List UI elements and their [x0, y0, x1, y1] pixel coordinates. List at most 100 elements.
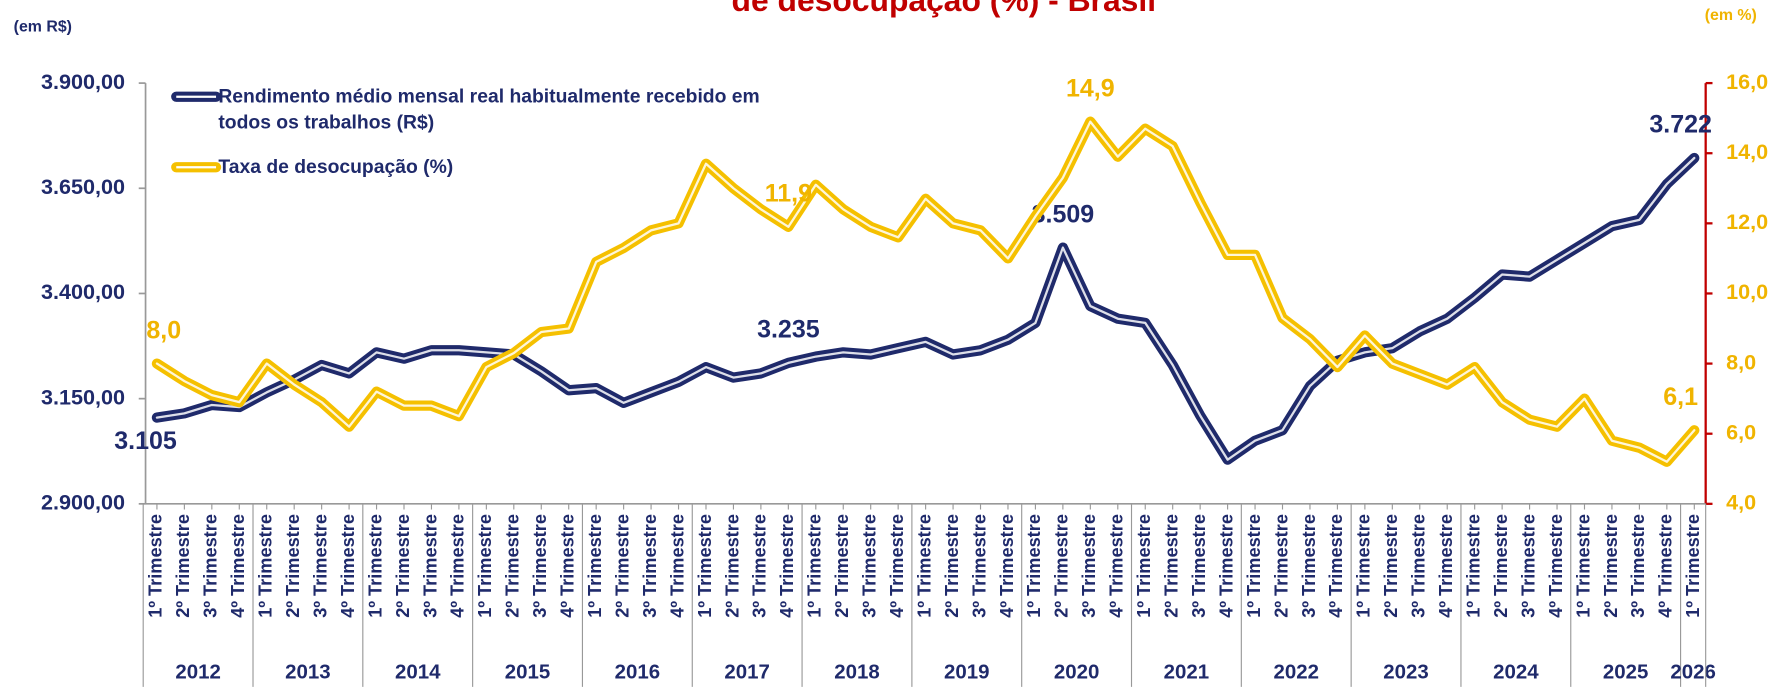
x-tick-label: 2º Trimestre — [1052, 514, 1072, 618]
x-tick-label: 1º Trimestre — [1683, 514, 1703, 618]
x-tick-label: 3º Trimestre — [1189, 514, 1209, 618]
x-tick-label: 2º Trimestre — [503, 514, 523, 618]
y2-tick-label: 4,0 — [1726, 490, 1756, 515]
group-label: 2025 — [1603, 661, 1649, 684]
x-tick-label: 3º Trimestre — [1409, 514, 1429, 618]
group-label: 2017 — [724, 661, 770, 684]
x-tick-label: 2º Trimestre — [173, 514, 193, 618]
x-tick-label: 2º Trimestre — [1381, 514, 1401, 618]
group-label: 2013 — [285, 661, 331, 684]
legend-entry: Rendimento médio mensal real habitualmen… — [218, 85, 760, 134]
y2-tick-label: 12,0 — [1726, 209, 1768, 234]
x-tick-label: 4º Trimestre — [667, 514, 687, 618]
chart-title: de desocupação (%) - Brasil — [732, 0, 1157, 18]
data-label: 3.105 — [114, 427, 177, 455]
group-label: 2016 — [615, 661, 661, 684]
y2-tick-label: 16,0 — [1726, 69, 1768, 94]
x-tick-label: 3º Trimestre — [310, 514, 330, 618]
legend-label: Rendimento médio mensal real habitualmen… — [218, 85, 760, 134]
legend-entry: Taxa de desocupação (%) — [218, 155, 454, 178]
x-tick-label: 1º Trimestre — [1134, 514, 1154, 618]
x-tick-label: 2º Trimestre — [942, 514, 962, 618]
y-tick-label: 3.400,00 — [41, 279, 125, 304]
x-tick-label: 3º Trimestre — [420, 514, 440, 618]
data-label: 3.722 — [1649, 111, 1712, 139]
series-line-highlight — [155, 156, 1696, 461]
x-tick-label: 1º Trimestre — [1024, 514, 1044, 618]
series-line-highlight — [155, 120, 1696, 463]
x-tick-label: 3º Trimestre — [1299, 514, 1319, 618]
x-tick-label: 1º Trimestre — [475, 514, 495, 618]
x-tick-label: 3º Trimestre — [640, 514, 660, 618]
x-tick-label: 4º Trimestre — [997, 514, 1017, 618]
group-label: 2026 — [1670, 661, 1716, 684]
group-label: 2018 — [834, 661, 880, 684]
group-label: 2014 — [395, 661, 441, 684]
x-tick-label: 3º Trimestre — [201, 514, 221, 618]
y2-tick-label: 6,0 — [1726, 419, 1756, 444]
data-label: 11,9 — [765, 180, 812, 208]
x-tick-label: 3º Trimestre — [750, 514, 770, 618]
y-tick-label: 3.150,00 — [41, 384, 125, 409]
x-tick-label: 1º Trimestre — [256, 514, 276, 618]
x-tick-label: 4º Trimestre — [448, 514, 468, 618]
x-tick-label: 3º Trimestre — [1518, 514, 1538, 618]
legend-label: Taxa de desocupação (%) — [218, 155, 454, 178]
x-tick-label: 3º Trimestre — [969, 514, 989, 618]
x-tick-label: 3º Trimestre — [1079, 514, 1099, 618]
x-tick-label: 2º Trimestre — [832, 514, 852, 618]
data-label: 6,1 — [1663, 383, 1698, 411]
y-tick-label: 3.650,00 — [41, 174, 125, 199]
group-label: 2024 — [1493, 661, 1539, 684]
x-tick-label: 1º Trimestre — [1573, 514, 1593, 618]
x-tick-label: 4º Trimestre — [1216, 514, 1236, 618]
x-tick-label: 4º Trimestre — [887, 514, 907, 618]
x-tick-label: 4º Trimestre — [777, 514, 797, 618]
x-tick-label: 4º Trimestre — [1326, 514, 1346, 618]
data-label: 3.235 — [757, 316, 820, 344]
data-label: 8,0 — [146, 316, 181, 344]
x-tick-label: 4º Trimestre — [228, 514, 248, 618]
x-tick-label: 2º Trimestre — [1601, 514, 1621, 618]
x-tick-label: 2º Trimestre — [612, 514, 632, 618]
x-tick-label: 2º Trimestre — [393, 514, 413, 618]
x-tick-label: 1º Trimestre — [146, 514, 166, 618]
x-tick-label: 3º Trimestre — [1628, 514, 1648, 618]
x-tick-label: 4º Trimestre — [1656, 514, 1676, 618]
x-tick-label: 2º Trimestre — [283, 514, 303, 618]
y-axis-label: (em R$) — [14, 19, 72, 36]
x-tick-label: 2º Trimestre — [1491, 514, 1511, 618]
x-tick-label: 4º Trimestre — [1436, 514, 1456, 618]
group-label: 2021 — [1164, 661, 1210, 684]
x-tick-label: 1º Trimestre — [1354, 514, 1374, 618]
x-tick-label: 1º Trimestre — [1244, 514, 1264, 618]
data-label: 14,9 — [1066, 74, 1115, 102]
x-tick-label: 1º Trimestre — [695, 514, 715, 618]
group-label: 2012 — [175, 661, 221, 684]
x-tick-label: 2º Trimestre — [722, 514, 742, 618]
y-tick-label: 3.900,00 — [41, 69, 125, 94]
y2-tick-label: 14,0 — [1726, 139, 1768, 164]
group-label: 2020 — [1054, 661, 1100, 684]
x-tick-label: 1º Trimestre — [1463, 514, 1483, 618]
x-tick-label: 2º Trimestre — [1162, 514, 1182, 618]
x-tick-label: 4º Trimestre — [558, 514, 578, 618]
y2-tick-label: 8,0 — [1726, 349, 1756, 374]
x-tick-label: 1º Trimestre — [365, 514, 385, 618]
x-tick-label: 2º Trimestre — [1271, 514, 1291, 618]
x-tick-label: 3º Trimestre — [530, 514, 550, 618]
y-tick-label: 2.900,00 — [41, 490, 125, 515]
x-tick-label: 4º Trimestre — [338, 514, 358, 618]
x-tick-label: 1º Trimestre — [914, 514, 934, 618]
group-label: 2022 — [1273, 661, 1319, 684]
x-tick-label: 1º Trimestre — [585, 514, 605, 618]
x-tick-label: 1º Trimestre — [805, 514, 825, 618]
x-tick-label: 4º Trimestre — [1107, 514, 1127, 618]
x-tick-label: 3º Trimestre — [860, 514, 880, 618]
y2-tick-label: 10,0 — [1726, 279, 1768, 304]
x-tick-label: 4º Trimestre — [1546, 514, 1566, 618]
group-label: 2023 — [1383, 661, 1429, 684]
group-label: 2015 — [505, 661, 551, 684]
group-label: 2019 — [944, 661, 990, 684]
